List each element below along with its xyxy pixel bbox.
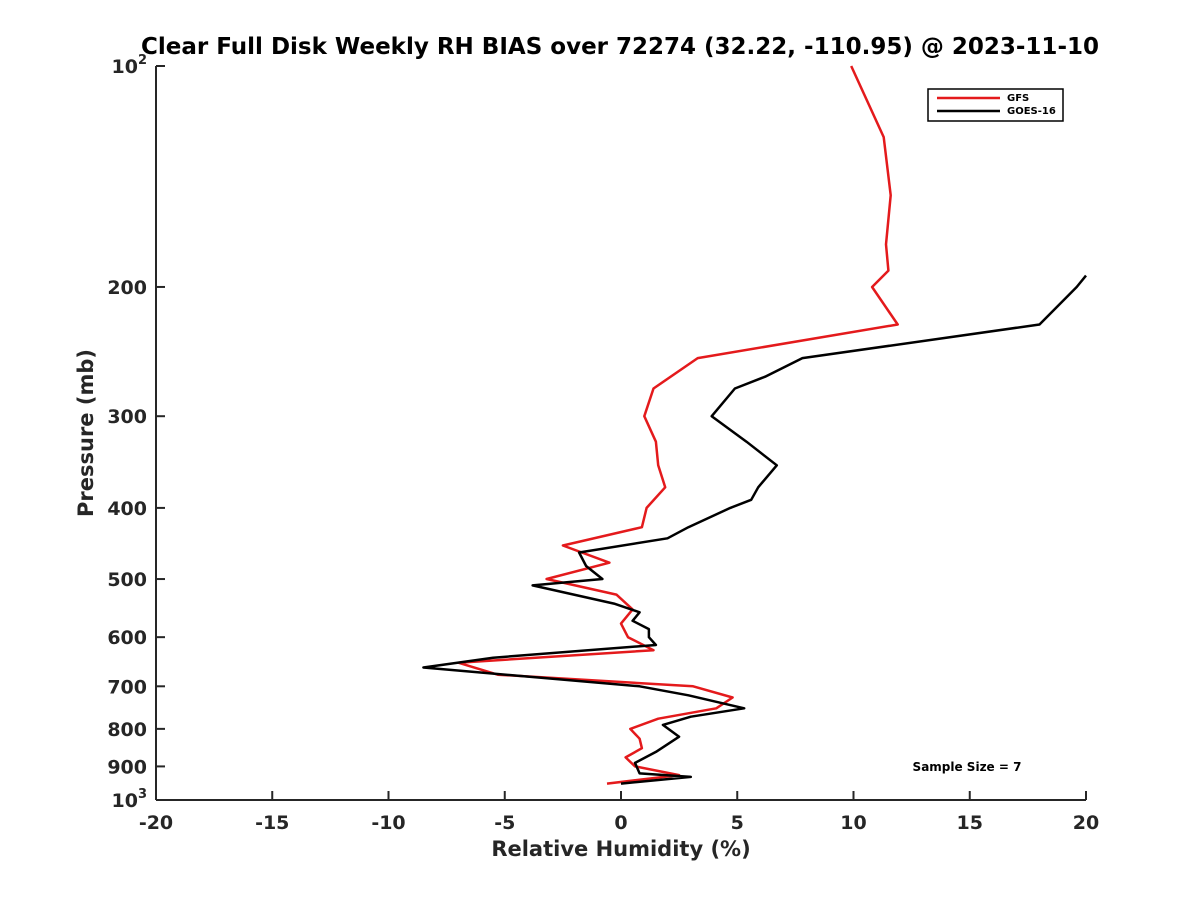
x-tick-label: -5 [494,812,515,834]
y-tick-label: 700 [107,676,147,698]
y-tick-label: 600 [107,627,147,649]
legend: GFS GOES-16 [927,88,1064,122]
x-tick-label: 15 [957,812,983,834]
x-tick-label: 20 [1073,812,1099,834]
y-tick-label: 900 [107,756,147,778]
y-tick-label: 800 [107,719,147,741]
x-tick-label: 5 [731,812,744,834]
y-tick-label: 500 [107,569,147,591]
legend-label-gfs: GFS [1007,93,1029,104]
y-tick-label: 102 [112,53,148,78]
sample-size-annotation: Sample Size = 7 [913,760,1022,774]
y-axis-label: Pressure (mb) [74,349,98,517]
y-tick-label: 200 [107,277,147,299]
x-tick-label: -15 [255,812,289,834]
x-tick-label: -20 [139,812,173,834]
y-tick-label: 300 [107,406,147,428]
series-line-goes16 [422,274,1087,785]
series-lines [422,65,1087,785]
plot-area [155,66,1086,801]
series-line-gfs [457,65,899,785]
x-tick-label: 10 [840,812,866,834]
y-tick-label: 103 [112,787,148,812]
y-tick-label: 400 [107,498,147,520]
x-tick-label: -10 [371,812,405,834]
chart-title: Clear Full Disk Weekly RH BIAS over 7227… [141,34,1099,60]
x-axis-label: Relative Humidity (%) [491,837,750,861]
y-axis-ticks: 102 200 300 400 500 600 700 800 900 103 [107,53,165,812]
x-axis-ticks: -20 -15 -10 -5 0 5 10 15 20 [139,791,1099,834]
x-tick-label: 0 [614,812,627,834]
legend-box [927,88,1064,122]
legend-label-goes16: GOES-16 [1007,106,1056,117]
